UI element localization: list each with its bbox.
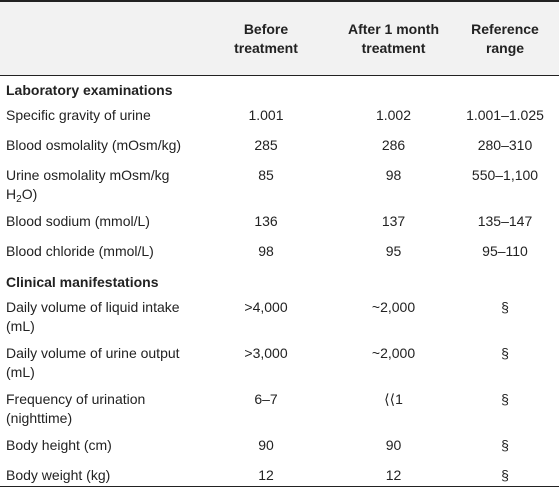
row-label: Urine osmolality mOsm/kg H2O): [0, 162, 196, 208]
value-before: 98: [258, 242, 274, 259]
value-after: 98: [385, 166, 402, 183]
header-before-line2: treatment: [234, 40, 298, 57]
value-reference: §: [501, 344, 509, 361]
row-label-line2: (mL): [6, 317, 35, 334]
row-label-tail: O): [21, 185, 38, 202]
row-label-line2: (nighttime): [6, 409, 73, 426]
table-row: Frequency of urination (nighttime) 6–7 ⟨…: [0, 386, 559, 432]
value-reference: §: [501, 436, 509, 453]
value-reference: §: [501, 466, 509, 483]
header-reference-line2: range: [485, 40, 525, 57]
header-after-treatment: After 1 month treatment: [336, 1, 451, 75]
value-before: 136: [254, 212, 278, 229]
row-label: Body weight (kg): [6, 466, 111, 483]
value-reference: §: [501, 298, 509, 315]
header-before-line1: Before: [243, 21, 289, 38]
table-row: Blood osmolality (mOsm/kg) 285 286 280–3…: [0, 132, 559, 162]
header-after-line1: After 1 month: [348, 21, 439, 38]
value-reference: §: [501, 390, 509, 407]
value-before: 1.001: [248, 106, 284, 123]
value-reference: 135–147: [477, 212, 533, 229]
section-title-clinical: Clinical manifestations: [6, 273, 159, 290]
table-row: Daily volume of liquid intake (mL) >4,00…: [0, 294, 559, 340]
value-after: 286: [381, 136, 406, 153]
value-before: 12: [258, 466, 274, 483]
row-label: Blood osmolality (mOsm/kg): [6, 136, 182, 153]
value-before: >4,000: [244, 298, 288, 315]
row-label: Daily volume of urine output (mL): [0, 340, 196, 386]
table-row: Daily volume of urine output (mL) >3,000…: [0, 340, 559, 386]
row-label-line1: Urine osmolality mOsm/kg: [6, 166, 170, 183]
value-after: ~2,000: [371, 344, 416, 361]
row-label: Blood chloride (mmol/L): [6, 242, 154, 259]
header-reference-line1: Reference: [471, 21, 539, 38]
row-label: Frequency of urination (nighttime): [0, 386, 196, 432]
header-after-line2: treatment: [361, 40, 426, 57]
value-before: >3,000: [244, 344, 288, 361]
row-label: Daily volume of liquid intake (mL): [0, 294, 196, 340]
table-row: Specific gravity of urine 1.001 1.002 1.…: [0, 102, 559, 132]
value-after: ~2,000: [371, 298, 416, 315]
table-row: Body weight (kg) 12 12 §: [0, 462, 559, 486]
value-before: 85: [258, 166, 274, 183]
row-label-h: H: [6, 185, 17, 202]
value-reference: 95–110: [482, 242, 528, 259]
section-row-clinical: Clinical manifestations: [0, 268, 559, 294]
row-label: Body height (cm): [6, 436, 112, 453]
section-row-laboratory: Laboratory examinations: [0, 75, 559, 102]
value-after: 90: [385, 436, 402, 453]
table-row: Urine osmolality mOsm/kg H2O) 85 98 550–…: [0, 162, 559, 208]
row-label-line2: (mL): [6, 363, 35, 380]
value-after: 1.002: [375, 106, 412, 123]
value-reference: 280–310: [477, 136, 533, 153]
value-reference: 1.001–1.025: [466, 106, 544, 123]
row-label: Blood sodium (mmol/L): [6, 212, 150, 229]
section-title-laboratory: Laboratory examinations: [6, 81, 173, 98]
header-before-treatment: Before treatment: [196, 1, 336, 75]
row-label-line1: Daily volume of liquid intake: [6, 298, 180, 315]
row-label-line1: Daily volume of urine output: [6, 344, 180, 361]
value-after: 137: [381, 212, 406, 229]
row-label: Specific gravity of urine: [6, 106, 151, 123]
value-after: ⟨⟨1: [384, 390, 403, 407]
header-reference-range: Reference range: [451, 1, 559, 75]
value-reference: 550–1,100: [471, 166, 539, 183]
value-before: 285: [254, 136, 278, 153]
table-header-row: Before treatment After 1 month treatment…: [0, 1, 559, 75]
table-row: Blood chloride (mmol/L) 98 95 95–110: [0, 238, 559, 268]
table-row: Blood sodium (mmol/L) 136 137 135–147: [0, 208, 559, 238]
value-after: 95: [385, 242, 402, 259]
row-label-line1: Frequency of urination: [6, 390, 146, 407]
value-before: 6–7: [254, 390, 278, 407]
row-label-subscript: 2: [16, 193, 22, 205]
header-empty-cell: [0, 1, 196, 75]
value-before: 90: [258, 436, 274, 453]
table-row: Body height (cm) 90 90 §: [0, 432, 559, 462]
value-after: 12: [385, 466, 402, 483]
